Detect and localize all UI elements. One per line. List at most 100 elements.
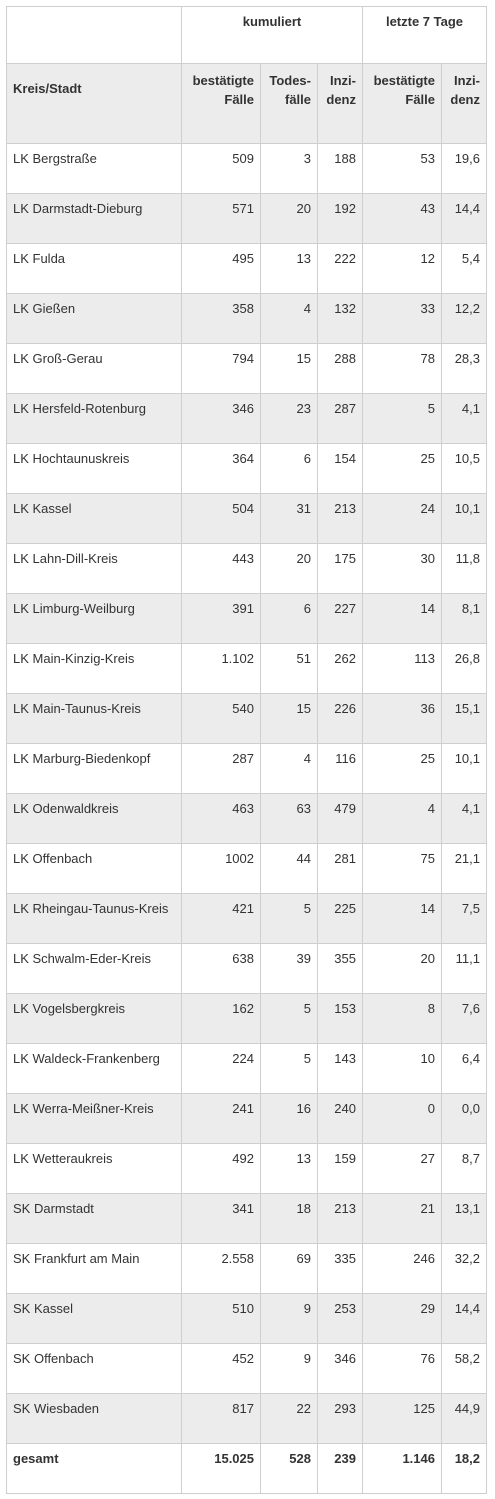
table-row: LK Limburg-Weilburg 391 6 227 14 8,1 (6, 593, 487, 644)
cell-deaths: 39 (260, 943, 318, 994)
cell-incidence-7d: 8,1 (441, 593, 487, 644)
cell-region: LK Schwalm-Eder-Kreis (6, 943, 182, 994)
cell-region: LK Main-Kinzig-Kreis (6, 643, 182, 694)
cell-cases-7d: 8 (362, 993, 442, 1044)
cell-cases: 540 (181, 693, 261, 744)
cell-incidence: 335 (317, 1243, 363, 1294)
header-cases-cum: bestätigte Fälle (181, 63, 261, 144)
cell-region: LK Darmstadt-Dieburg (6, 193, 182, 244)
cell-cases: 391 (181, 593, 261, 644)
cell-incidence-7d: 44,9 (441, 1393, 487, 1444)
cell-cases-7d: 24 (362, 493, 442, 544)
cell-region: SK Kassel (6, 1293, 182, 1344)
cell-cases: 638 (181, 943, 261, 994)
cell-deaths: 6 (260, 593, 318, 644)
cell-deaths: 44 (260, 843, 318, 894)
cell-incidence: 287 (317, 393, 363, 444)
cell-cases-7d: 78 (362, 343, 442, 394)
cell-incidence-7d: 58,2 (441, 1343, 487, 1394)
table-row: LK Fulda 495 13 222 12 5,4 (6, 243, 487, 294)
header-empty-cell (6, 6, 182, 64)
cell-incidence: 225 (317, 893, 363, 944)
cell-cases-7d: 25 (362, 743, 442, 794)
cell-incidence-7d: 10,1 (441, 743, 487, 794)
cell-region: LK Waldeck-Frankenberg (6, 1043, 182, 1094)
cell-cases-7d: 27 (362, 1143, 442, 1194)
table-row: LK Werra-Meißner-Kreis 241 16 240 0 0,0 (6, 1093, 487, 1144)
total-cases: 15.025 (181, 1443, 261, 1494)
cell-incidence: 253 (317, 1293, 363, 1344)
cell-incidence-7d: 4,1 (441, 393, 487, 444)
cell-cases-7d: 43 (362, 193, 442, 244)
cell-cases-7d: 76 (362, 1343, 442, 1394)
cell-incidence: 188 (317, 143, 363, 194)
cell-cases-7d: 14 (362, 593, 442, 644)
cell-incidence-7d: 11,1 (441, 943, 487, 994)
cell-incidence: 346 (317, 1343, 363, 1394)
table-row: LK Wetteraukreis 492 13 159 27 8,7 (6, 1143, 487, 1194)
cell-incidence-7d: 8,7 (441, 1143, 487, 1194)
cell-region: LK Lahn-Dill-Kreis (6, 543, 182, 594)
cell-region: SK Offenbach (6, 1343, 182, 1394)
cell-incidence-7d: 7,5 (441, 893, 487, 944)
cell-incidence: 262 (317, 643, 363, 694)
cell-incidence-7d: 10,5 (441, 443, 487, 494)
covid-table: kumuliert letzte 7 Tage Kreis/Stadt best… (6, 6, 487, 1494)
cell-cases: 1002 (181, 843, 261, 894)
cell-region: SK Wiesbaden (6, 1393, 182, 1444)
cell-incidence: 222 (317, 243, 363, 294)
cell-incidence: 116 (317, 743, 363, 794)
cell-region: LK Marburg-Biedenkopf (6, 743, 182, 794)
cell-region: LK Bergstraße (6, 143, 182, 194)
cell-deaths: 4 (260, 293, 318, 344)
total-deaths: 528 (260, 1443, 318, 1494)
cell-cases: 509 (181, 143, 261, 194)
header-incidence-cum: Inzi-denz (317, 63, 363, 144)
cell-cases: 443 (181, 543, 261, 594)
cell-incidence-7d: 7,6 (441, 993, 487, 1044)
cell-cases-7d: 113 (362, 643, 442, 694)
cell-deaths: 15 (260, 343, 318, 394)
cell-cases-7d: 246 (362, 1243, 442, 1294)
header-group-cumulative: kumuliert (181, 6, 363, 64)
cell-region: LK Wetteraukreis (6, 1143, 182, 1194)
cell-incidence-7d: 32,2 (441, 1243, 487, 1294)
cell-deaths: 4 (260, 743, 318, 794)
cell-region: LK Gießen (6, 293, 182, 344)
cell-region: LK Main-Taunus-Kreis (6, 693, 182, 744)
cell-region: LK Odenwaldkreis (6, 793, 182, 844)
cell-incidence-7d: 26,8 (441, 643, 487, 694)
table-row: LK Schwalm-Eder-Kreis 638 39 355 20 11,1 (6, 943, 487, 994)
table-body: LK Bergstraße 509 3 188 53 19,6 LK Darmstadt-D… (6, 143, 487, 1444)
cell-cases: 241 (181, 1093, 261, 1144)
table-row: LK Rheingau-Taunus-Kreis 421 5 225 14 7,5 (6, 893, 487, 944)
cell-incidence-7d: 21,1 (441, 843, 487, 894)
header-column-row: Kreis/Stadt bestätigte Fälle Todes-fälle… (6, 63, 487, 144)
cell-cases-7d: 53 (362, 143, 442, 194)
cell-incidence: 159 (317, 1143, 363, 1194)
cell-incidence-7d: 4,1 (441, 793, 487, 844)
cell-region: LK Vogelsbergkreis (6, 993, 182, 1044)
cell-cases: 817 (181, 1393, 261, 1444)
cell-cases-7d: 25 (362, 443, 442, 494)
cell-region: LK Werra-Meißner-Kreis (6, 1093, 182, 1144)
cell-cases: 452 (181, 1343, 261, 1394)
cell-deaths: 18 (260, 1193, 318, 1244)
cell-incidence: 355 (317, 943, 363, 994)
total-incidence-7d: 18,2 (441, 1443, 487, 1494)
cell-cases: 364 (181, 443, 261, 494)
cell-cases: 495 (181, 243, 261, 294)
cell-cases: 287 (181, 743, 261, 794)
header-cases-7d: bestätigte Fälle (362, 63, 442, 144)
cell-cases: 341 (181, 1193, 261, 1244)
cell-cases: 2.558 (181, 1243, 261, 1294)
cell-cases-7d: 36 (362, 693, 442, 744)
header-region: Kreis/Stadt (6, 63, 182, 144)
cell-incidence: 132 (317, 293, 363, 344)
cell-incidence: 281 (317, 843, 363, 894)
cell-incidence: 288 (317, 343, 363, 394)
cell-deaths: 3 (260, 143, 318, 194)
cell-region: LK Hochtaunuskreis (6, 443, 182, 494)
cell-cases: 358 (181, 293, 261, 344)
table-row: LK Offenbach 1002 44 281 75 21,1 (6, 843, 487, 894)
